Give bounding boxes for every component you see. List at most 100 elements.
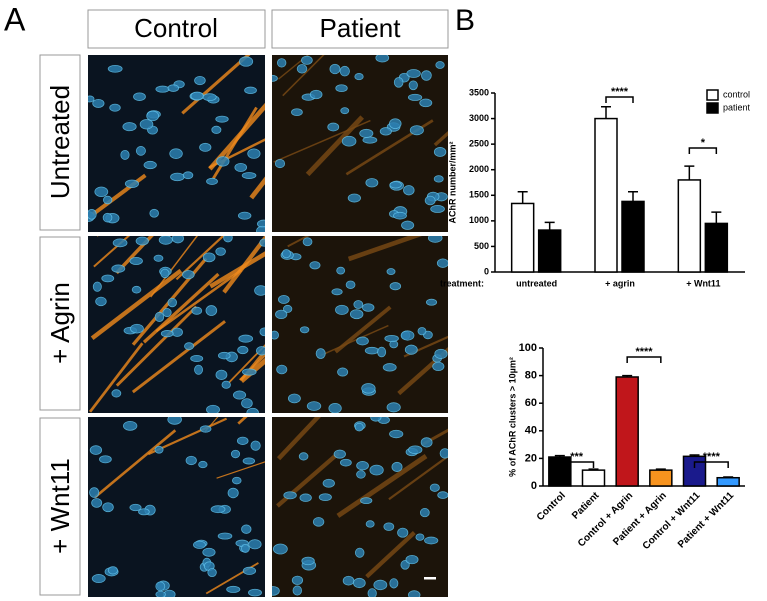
nucleus xyxy=(296,64,308,74)
nucleus xyxy=(433,147,447,157)
nucleus xyxy=(171,327,183,337)
nucleus xyxy=(382,363,397,372)
nucleus xyxy=(238,211,252,220)
nucleus xyxy=(360,497,373,505)
bar xyxy=(510,202,535,273)
nucleus xyxy=(194,75,206,86)
nucleus xyxy=(236,436,249,445)
column-box xyxy=(87,9,266,49)
nucleus xyxy=(221,380,231,389)
scale-bar xyxy=(424,577,436,580)
bar xyxy=(704,222,729,273)
error-bar xyxy=(723,476,734,478)
nucleus xyxy=(275,309,288,320)
significance-label: *** xyxy=(570,451,584,463)
nucleus xyxy=(241,398,253,409)
fiber xyxy=(403,335,448,358)
nucleus xyxy=(242,566,257,575)
nucleus xyxy=(184,342,195,351)
nucleus xyxy=(238,334,254,343)
error-bar xyxy=(684,165,695,180)
nucleus xyxy=(167,417,182,425)
nucleus xyxy=(373,579,388,591)
nucleus xyxy=(89,487,100,498)
nucleus xyxy=(202,547,216,557)
fiber xyxy=(276,417,321,461)
error-bar xyxy=(588,468,599,471)
fiber xyxy=(208,102,265,171)
y-axis-label: AChR number/mm² xyxy=(447,141,457,223)
nucleus xyxy=(384,334,399,343)
nucleus xyxy=(199,425,212,433)
x-tick-label: Control + Wnt11 xyxy=(641,490,703,552)
nucleus xyxy=(287,393,301,404)
nucleus xyxy=(333,449,346,459)
legend-swatch xyxy=(706,89,719,101)
significance-label: * xyxy=(701,137,706,149)
fiber xyxy=(181,55,251,115)
y-tick-label: 3000 xyxy=(469,113,489,123)
significance-label: **** xyxy=(611,86,629,98)
nucleus xyxy=(377,346,387,358)
nucleus xyxy=(162,308,172,318)
nucleus xyxy=(227,487,239,499)
nucleus xyxy=(420,437,433,448)
nucleus xyxy=(364,346,380,355)
nucleus xyxy=(309,261,321,270)
nucleus xyxy=(190,91,204,101)
nucleus xyxy=(306,401,322,411)
nucleus xyxy=(389,578,399,589)
error-bar xyxy=(517,190,528,204)
nucleus xyxy=(239,56,254,67)
nucleus xyxy=(339,65,350,77)
nucleus xyxy=(170,172,185,182)
nucleus xyxy=(241,172,257,179)
nucleus xyxy=(185,455,197,466)
nucleus xyxy=(272,543,288,555)
y-tick-label: 20 xyxy=(525,452,537,464)
legend-label: control xyxy=(723,89,750,99)
nucleus xyxy=(341,135,357,147)
nucleus xyxy=(248,588,262,597)
nucleus xyxy=(241,543,250,553)
nucleus xyxy=(254,285,265,296)
fiber xyxy=(175,236,225,281)
nucleus xyxy=(129,503,142,512)
y-tick-label: 1000 xyxy=(469,215,489,225)
nucleus xyxy=(250,440,261,451)
bar xyxy=(594,117,618,273)
nucleus xyxy=(202,252,216,263)
nucleus xyxy=(424,195,436,206)
y-axis-label: % of AChR clusters > 10µm² xyxy=(507,357,517,477)
nucleus xyxy=(331,288,343,296)
nucleus xyxy=(215,369,228,381)
nucleus xyxy=(206,177,218,185)
fiber xyxy=(347,236,423,262)
nucleus xyxy=(135,146,146,156)
nucleus xyxy=(89,445,102,455)
error-bar xyxy=(622,374,633,377)
nucleus xyxy=(155,85,170,93)
nucleus xyxy=(242,457,256,465)
nucleus xyxy=(419,507,430,518)
panel-label: B xyxy=(455,4,475,37)
nucleus xyxy=(101,274,115,283)
nucleus xyxy=(112,238,128,248)
nucleus xyxy=(291,108,303,117)
bar xyxy=(581,469,606,487)
nucleus xyxy=(421,70,432,81)
fiber xyxy=(222,236,265,294)
nucleus xyxy=(437,491,448,499)
nucleus xyxy=(379,127,392,136)
nucleus xyxy=(353,300,364,309)
nucleus xyxy=(433,175,444,183)
nucleus xyxy=(389,118,402,130)
y-tick-label: 40 xyxy=(525,425,537,437)
nucleus xyxy=(182,171,194,180)
micrograph xyxy=(88,236,265,413)
micrograph xyxy=(272,417,448,597)
nucleus xyxy=(129,256,143,265)
nucleus xyxy=(386,268,396,276)
row-box xyxy=(39,236,81,411)
